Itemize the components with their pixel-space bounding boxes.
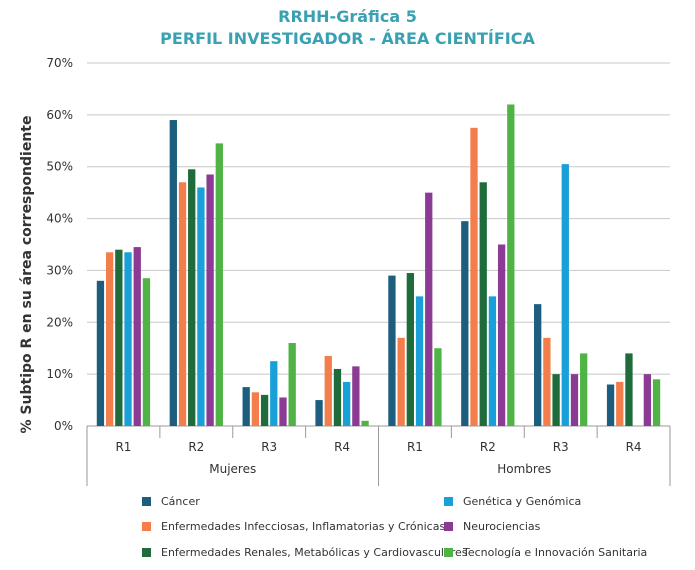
- bar: [425, 192, 433, 426]
- y-tick-label: 10%: [46, 367, 73, 381]
- bar: [215, 143, 223, 426]
- bar: [124, 252, 132, 426]
- bar: [643, 374, 652, 426]
- bar: [388, 275, 396, 426]
- x-tick-label: R2: [480, 440, 496, 454]
- y-tick-label: 50%: [46, 160, 73, 174]
- chart-subtitle: PERFIL INVESTIGADOR - ÁREA CIENTÍFICA: [160, 29, 535, 48]
- bar: [397, 337, 405, 426]
- bar: [606, 384, 615, 426]
- bar: [580, 353, 588, 426]
- x-tick-label: R1: [115, 440, 131, 454]
- legend-label: Genética y Genómica: [463, 495, 582, 508]
- bar: [434, 348, 442, 426]
- bar: [260, 394, 269, 426]
- bar: [479, 182, 487, 426]
- bar: [279, 397, 287, 426]
- bar: [178, 182, 187, 426]
- y-tick-label: 0%: [54, 419, 73, 433]
- bar: [333, 368, 342, 426]
- bar: [251, 392, 260, 426]
- legend-label: Enfermedades Infecciosas, Inflamatorias …: [161, 520, 446, 533]
- legend-label: Tecnología e Innovación Sanitaria: [463, 546, 648, 559]
- y-axis-label: % Subtipo R en su área correspondiente: [19, 116, 35, 434]
- bar: [270, 361, 278, 426]
- x-tick-label: R1: [407, 440, 423, 454]
- bar: [197, 187, 205, 426]
- bar: [461, 221, 469, 426]
- legend-label: Enfermedades Renales, Metabólicas y Card…: [161, 546, 468, 559]
- x-tick-label: R4: [334, 440, 350, 454]
- bar: [415, 296, 424, 426]
- chart-title: RRHH-Gráfica 5: [278, 7, 417, 26]
- group-label: Hombres: [497, 462, 551, 476]
- bar: [570, 374, 579, 426]
- bar: [105, 252, 114, 426]
- bar: [96, 280, 105, 426]
- bar: [288, 343, 296, 426]
- bar: [534, 304, 542, 426]
- y-tick-label: 60%: [46, 108, 73, 122]
- legend-swatch: [444, 522, 453, 531]
- bar: [352, 366, 360, 426]
- bar: [507, 104, 515, 426]
- bar: [169, 120, 177, 427]
- bar: [497, 244, 506, 426]
- bar: [115, 249, 123, 426]
- y-tick-label: 20%: [46, 315, 73, 329]
- legend-swatch: [444, 548, 453, 557]
- legend-swatch: [142, 497, 151, 506]
- x-tick-label: R2: [188, 440, 204, 454]
- bar: [652, 379, 661, 426]
- bar: [324, 355, 332, 426]
- bar: [543, 337, 551, 426]
- legend-swatch: [142, 522, 151, 531]
- bar: [561, 164, 569, 426]
- bar: [488, 296, 497, 426]
- bar: [361, 420, 369, 426]
- bar: [470, 127, 478, 427]
- legend-swatch: [444, 497, 453, 506]
- y-tick-label: 30%: [46, 263, 73, 277]
- group-label: Mujeres: [209, 462, 256, 476]
- bar: [188, 169, 196, 427]
- bar: [343, 381, 351, 426]
- y-tick-label: 40%: [46, 212, 73, 226]
- legend-label: Cáncer: [161, 495, 200, 508]
- bar: [206, 174, 214, 426]
- bar: [552, 374, 560, 426]
- x-tick-label: R4: [626, 440, 642, 454]
- bar: [616, 381, 624, 426]
- bar: [133, 247, 141, 426]
- bar: [142, 278, 151, 426]
- x-tick-label: R3: [553, 440, 569, 454]
- x-tick-label: R3: [261, 440, 277, 454]
- bar: [242, 387, 250, 426]
- y-tick-label: 70%: [46, 56, 73, 70]
- bar: [406, 273, 414, 426]
- bar: [625, 353, 633, 426]
- legend-swatch: [142, 548, 151, 557]
- bar: [315, 400, 323, 426]
- legend-label: Neurociencias: [463, 520, 541, 533]
